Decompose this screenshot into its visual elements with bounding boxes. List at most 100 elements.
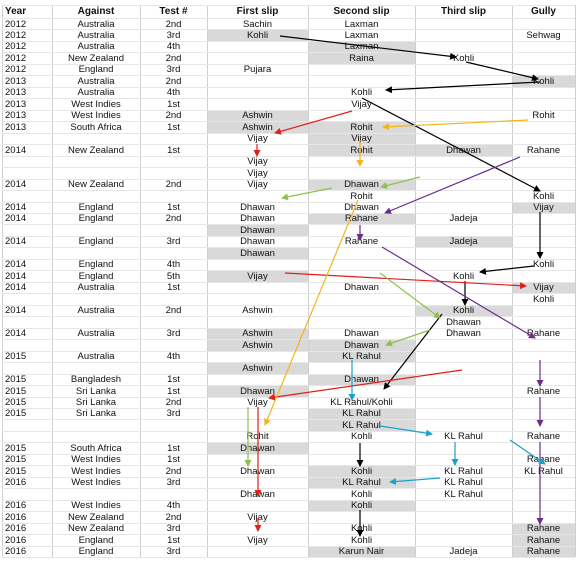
table-cell: 2012	[5, 18, 27, 30]
table-cell: Kohli	[350, 465, 373, 477]
table-cell: Rahane	[526, 523, 561, 535]
table-cell: New Zealand	[68, 523, 124, 535]
cell-shade	[309, 52, 415, 64]
row-rule	[2, 75, 575, 77]
table-cell: KL Rahul/Kohli	[330, 397, 393, 408]
table-cell: 2012	[5, 41, 27, 53]
table-cell: England	[78, 64, 114, 76]
column-rule	[207, 5, 208, 558]
table-cell: Jadeja	[449, 213, 478, 225]
table-cell: England	[78, 534, 114, 546]
cell-shade	[416, 144, 512, 156]
row-rule	[2, 488, 575, 490]
table-cell: Australia	[77, 75, 115, 87]
table-cell: 2015	[5, 397, 27, 408]
table-cell: 1st	[167, 534, 180, 546]
row-rule	[2, 511, 575, 513]
table-cell: 2016	[5, 534, 27, 546]
table-cell: Dhawan	[344, 282, 379, 294]
table-cell: 3rd	[166, 29, 181, 41]
row-rule	[2, 316, 575, 318]
table-cell: Dhawan	[240, 385, 275, 397]
table-cell: 2nd	[165, 18, 182, 30]
row-rule	[2, 63, 575, 65]
table-cell: Vijay	[247, 270, 268, 282]
table-cell: 4th	[166, 259, 181, 271]
table-cell: Rahane	[526, 385, 561, 397]
table-cell: Kohli	[350, 500, 373, 512]
cell-shade	[513, 534, 575, 546]
table-cell: Sri Lanka	[75, 385, 117, 397]
table-cell: West Indies	[71, 465, 121, 477]
cell-shade	[416, 304, 512, 317]
row-rule	[2, 407, 575, 409]
table-cell: Dhawan	[240, 202, 275, 214]
cell-shade	[513, 201, 575, 213]
table-cell: 2014	[5, 282, 27, 294]
column-rule	[2, 5, 3, 558]
cell-shade	[208, 327, 308, 340]
table-cell: Vijay	[247, 397, 268, 408]
row-rule	[2, 5, 575, 6]
table-cell: 3rd	[166, 236, 181, 248]
row-rule	[2, 362, 575, 364]
row-rule	[2, 18, 575, 19]
table-cell: Jadeja	[449, 236, 478, 248]
row-rule	[2, 385, 575, 387]
cell-shade	[208, 339, 308, 351]
table-cell: Australia	[77, 18, 115, 30]
table-cell: Rahane	[526, 144, 561, 156]
cell-shade	[309, 339, 415, 351]
table-cell: Jadeja	[449, 546, 478, 558]
table-cell: 1st	[167, 442, 180, 454]
table-cell: 4th	[166, 351, 181, 363]
row-rule	[2, 155, 575, 157]
table-cell: England	[78, 259, 114, 271]
table-cell: 2015	[5, 454, 27, 466]
cell-shade	[309, 465, 415, 477]
table-cell: Australia	[77, 29, 115, 41]
cell-shade	[309, 476, 415, 489]
table-cell: 2013	[5, 75, 27, 87]
table-cell: Dhawan	[240, 213, 275, 225]
row-rule	[2, 247, 575, 249]
table-cell: Dhawan	[240, 247, 275, 259]
row-rule	[2, 40, 575, 42]
table-cell: Rohit	[532, 110, 555, 122]
table-cell: 2015	[5, 385, 27, 397]
row-rule	[2, 350, 575, 352]
table-cell: 1st	[167, 98, 180, 110]
table-cell: West Indies	[71, 98, 121, 110]
table-cell: Rahane	[344, 236, 379, 248]
cell-shade	[513, 281, 575, 294]
row-rule	[2, 476, 575, 478]
table-cell: Dhawan	[344, 179, 379, 191]
table-cell: 1st	[167, 144, 180, 156]
table-cell: 2nd	[165, 75, 182, 87]
row-rule	[2, 281, 575, 283]
table-cell: South Africa	[70, 121, 122, 133]
row-rule	[2, 178, 575, 180]
table-cell: KL Rahul	[524, 465, 563, 477]
table-cell: Dhawan	[344, 202, 379, 214]
table-cell: 2nd	[165, 110, 182, 122]
table-cell: Rahane	[526, 534, 561, 546]
table-cell: Kohli	[350, 431, 373, 443]
column-header: First slip	[236, 6, 279, 17]
table-cell: Vijay	[351, 98, 372, 110]
table-cell: 4th	[166, 41, 181, 53]
table-cell: 2015	[5, 374, 27, 386]
table-cell: Kohli	[246, 29, 269, 41]
table-cell: New Zealand	[68, 179, 124, 191]
table-cell: 2nd	[165, 465, 182, 477]
table-cell: West Indies	[71, 454, 121, 466]
row-rule	[2, 52, 575, 54]
table-cell: 2015	[5, 465, 27, 477]
cell-shade	[309, 178, 415, 191]
table-cell: New Zealand	[68, 52, 124, 64]
table-cell: West Indies	[71, 500, 121, 512]
table-cell: Dhawan	[240, 224, 275, 236]
table-cell: 2nd	[165, 179, 182, 191]
table-cell: 2014	[5, 202, 27, 214]
column-rule	[512, 5, 513, 558]
